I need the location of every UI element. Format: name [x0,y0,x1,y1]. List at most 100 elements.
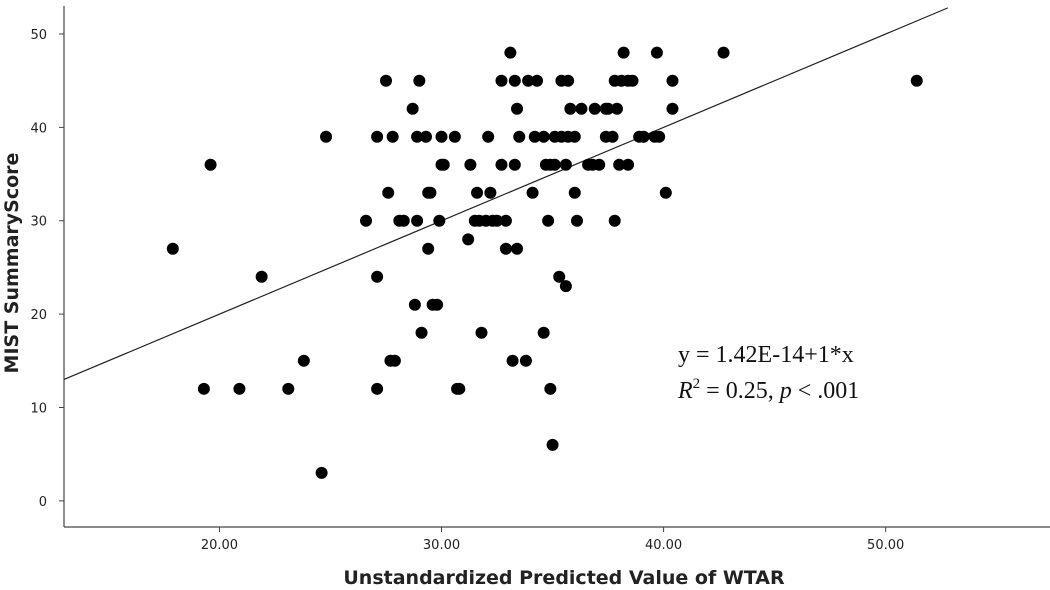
data-point [717,46,730,59]
data-point [233,382,246,395]
data-point [499,214,512,227]
data-point [568,186,581,199]
data-point [546,438,559,451]
data-point [453,382,466,395]
data-point [562,74,575,87]
data-point [559,158,572,171]
fit-line-group [63,7,949,381]
data-point [371,270,384,283]
data-point [435,130,448,143]
data-point [568,130,581,143]
data-point [504,46,517,59]
data-point [320,130,333,143]
data-point [166,242,179,255]
data-point [626,74,639,87]
data-point [666,102,679,115]
data-point [617,46,630,59]
x-ticks: 20.00 30.00 40.00 50.00 [201,527,904,553]
data-point [382,186,395,199]
data-point [424,186,437,199]
data-point [575,102,588,115]
data-point [255,270,268,283]
data-point [511,102,524,115]
data-point [544,382,557,395]
data-point [506,354,519,367]
x-tick-label: 30.00 [423,538,460,553]
data-point [408,298,421,311]
r2-symbol: R [677,378,693,404]
data-point [570,214,583,227]
data-point [448,130,461,143]
data-point [495,74,508,87]
data-point [386,130,399,143]
data-point [297,354,310,367]
data-point [482,130,495,143]
y-tick-label: 50 [30,28,47,43]
data-point [608,214,621,227]
data-point [371,382,384,395]
data-point [471,186,484,199]
data-point [411,214,424,227]
equation-text: y = 1.42E-14+1*x [678,342,854,368]
data-point [650,46,663,59]
data-point [522,74,535,87]
data-point [519,354,532,367]
x-tick-label: 20.00 [201,538,238,553]
data-point [508,74,521,87]
data-point [380,74,393,87]
data-point [602,102,615,115]
y-tick-label: 10 [30,401,47,416]
data-point [659,186,672,199]
data-point [526,186,539,199]
data-points [166,46,923,479]
data-point [548,158,561,171]
data-point [495,158,508,171]
data-point [411,130,424,143]
data-point [419,130,432,143]
data-point [204,158,217,171]
data-point [613,158,626,171]
data-point [406,102,419,115]
data-point [511,242,524,255]
data-point [371,130,384,143]
data-point [537,130,550,143]
data-point [431,298,444,311]
data-point [422,242,435,255]
y-tick-label: 0 [39,495,47,510]
y-tick-label: 40 [30,121,47,136]
data-point [513,130,526,143]
r2-text: R2 = 0.25, p < .001 [677,376,859,404]
data-point [462,233,475,246]
data-point [197,382,210,395]
x-axis-title: Unstandardized Predicted Value of WTAR [343,567,785,589]
y-tick-label: 20 [30,308,47,323]
data-point [559,280,572,293]
p-symbol: p [778,378,792,404]
data-point [653,130,666,143]
data-point [475,326,488,339]
data-point [499,242,512,255]
data-point [537,326,550,339]
data-point [433,214,446,227]
data-point [553,270,566,283]
data-point [564,102,577,115]
data-point [491,214,504,227]
data-point [464,158,477,171]
data-point [637,130,650,143]
data-point [282,382,295,395]
data-point [413,74,426,87]
data-point [508,158,521,171]
data-point [388,354,401,367]
data-point [484,186,497,199]
y-axis-title: MIST SummaryScore [1,153,23,374]
data-point [542,214,555,227]
data-point [437,158,450,171]
r2-exponent: 2 [693,376,701,392]
data-point [528,130,541,143]
data-point [593,158,606,171]
data-point [666,74,679,87]
x-tick-label: 40.00 [645,538,682,553]
regression-annotation: y = 1.42E-14+1*x R2 = 0.25, p < .001 [677,342,859,404]
data-point [622,158,635,171]
